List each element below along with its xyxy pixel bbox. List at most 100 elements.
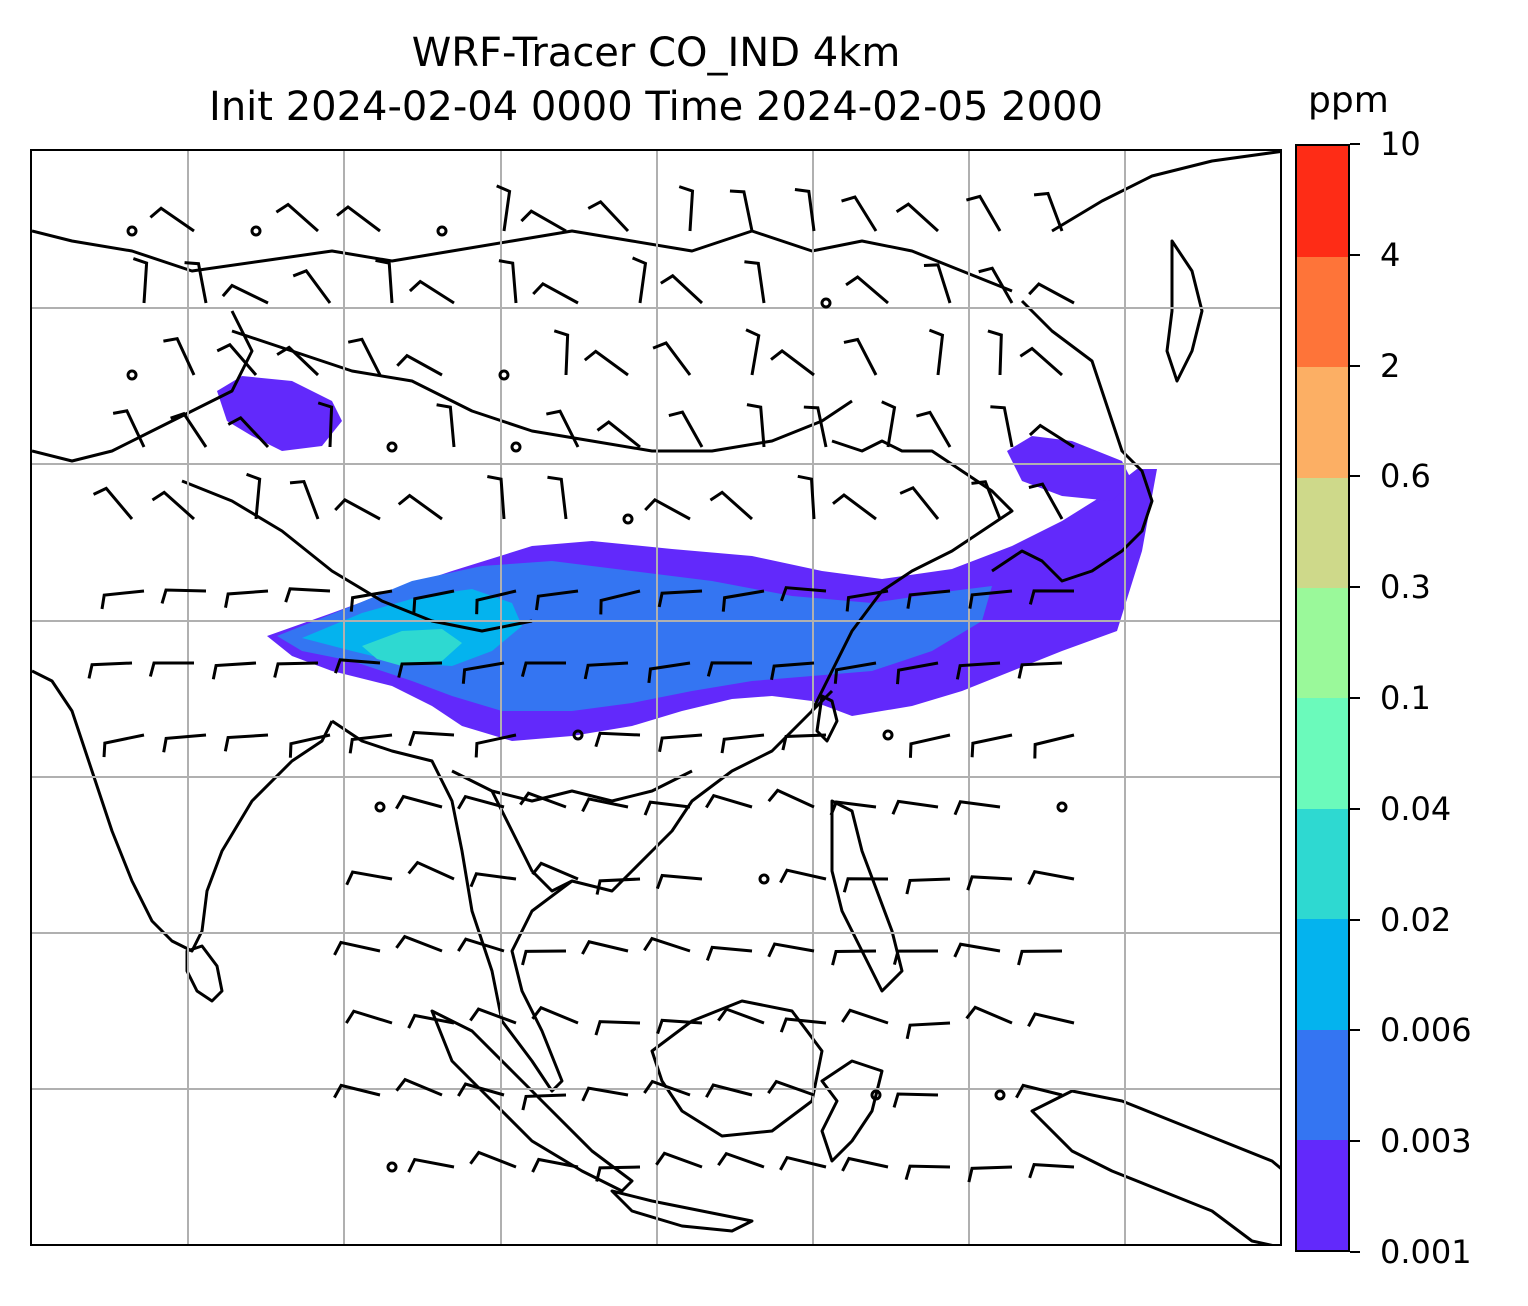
wind-barb — [216, 342, 258, 376]
wind-barb — [457, 794, 505, 810]
wind-barb — [132, 257, 149, 304]
calm-marker — [386, 1161, 398, 1173]
wind-barb — [336, 205, 381, 233]
wind-barb — [744, 260, 766, 304]
wind-barb — [965, 194, 1002, 232]
wind-barb — [643, 1079, 691, 1097]
calm-marker — [572, 729, 584, 741]
wind-barb — [881, 400, 897, 448]
coastline-philippines — [830, 799, 904, 993]
wind-barb — [770, 349, 815, 377]
calm-marker — [250, 225, 262, 237]
coastline-taiwan — [815, 694, 839, 743]
wind-barb — [375, 258, 394, 304]
wind-barb — [223, 733, 269, 752]
wind-barb — [532, 281, 579, 305]
wind-barb — [395, 1077, 443, 1097]
wind-barb — [797, 474, 816, 520]
wind-barb — [709, 490, 753, 521]
wind-barb — [779, 586, 827, 602]
wind-barb — [587, 199, 630, 233]
wind-barb — [1015, 1083, 1063, 1099]
calm-marker — [622, 513, 634, 525]
colorbar-tick-label: 2 — [1380, 346, 1401, 385]
wind-barb — [990, 405, 1014, 448]
colorbar-tick — [1350, 475, 1360, 478]
coastlines — [32, 151, 1280, 1244]
wind-barb — [469, 872, 517, 888]
wind-barb — [498, 259, 518, 304]
wind-barb — [317, 401, 334, 448]
wind-barb — [581, 797, 629, 813]
gridlines — [32, 151, 1280, 1244]
colorbar-segment — [1297, 918, 1348, 1030]
wind-barb — [211, 661, 257, 680]
colorbar-tick — [1350, 1251, 1360, 1253]
colorbar-tick — [1350, 253, 1360, 256]
calm-marker — [1056, 801, 1068, 813]
wind-barb — [767, 942, 815, 958]
wind-barb — [395, 794, 443, 810]
coastline-new-guinea — [1030, 1089, 1280, 1244]
wind-barb — [705, 793, 753, 809]
wind-barb — [407, 860, 455, 881]
wind-barb — [892, 949, 939, 966]
wind-barb — [845, 589, 889, 612]
wind-barb — [292, 268, 332, 304]
wind-barb — [1028, 423, 1075, 449]
wind-barb — [227, 415, 270, 449]
calm-marker — [820, 297, 832, 309]
wind-barb — [705, 1083, 753, 1098]
wind-barb — [779, 1155, 827, 1171]
wind-barb — [779, 868, 827, 884]
wind-barb — [461, 661, 505, 684]
map-panel — [30, 149, 1282, 1246]
wind-barb — [521, 949, 567, 966]
wind-barb — [531, 1157, 579, 1173]
wind-barb — [908, 733, 951, 758]
wind-barb — [520, 209, 567, 233]
wind-barb — [397, 493, 443, 521]
wind-barbs — [87, 184, 1075, 1183]
wind-barb — [967, 1165, 1013, 1183]
wind-barb — [148, 661, 195, 677]
wind-barb — [184, 261, 208, 304]
wind-barb — [276, 345, 320, 377]
wind-barb — [535, 589, 579, 611]
wind-barb — [829, 800, 877, 816]
wind-barb — [968, 589, 1013, 609]
colorbar-tick-label: 0.003 — [1380, 1122, 1472, 1161]
wind-barb — [1028, 1163, 1075, 1179]
wind-barb — [531, 1005, 579, 1025]
wind-barb — [151, 490, 195, 521]
wind-barb — [396, 353, 443, 377]
wind-barb — [475, 589, 517, 615]
wind-barb — [221, 283, 269, 305]
wind-barb — [655, 873, 703, 890]
colorbar-tick — [1350, 1029, 1360, 1032]
wind-barb — [767, 788, 815, 809]
calm-marker — [126, 225, 138, 237]
calm-marker — [758, 873, 770, 885]
wind-barb — [895, 202, 940, 233]
coastline-russia-north — [32, 229, 1013, 293]
calm-marker — [386, 441, 398, 453]
colorbar-segment — [1297, 1029, 1348, 1141]
wind-barb — [92, 486, 134, 520]
wind-barb — [904, 1164, 951, 1181]
wind-barb — [833, 661, 877, 684]
wind-barb — [345, 1009, 393, 1025]
coastline-indochina — [331, 689, 834, 1093]
wind-barb — [397, 661, 443, 678]
wind-barb — [916, 410, 952, 448]
border-china-mongolia — [231, 329, 853, 453]
colorbar-tick-label: 0.001 — [1380, 1233, 1472, 1271]
wind-barb — [246, 472, 262, 520]
chart-title: WRF-Tracer CO_IND 4km — [411, 30, 901, 76]
colorbar-tick — [1350, 697, 1360, 699]
colorbar-tick-label: 0.02 — [1380, 900, 1452, 939]
colorbar-unit-label: ppm — [1308, 80, 1389, 121]
colorbar-tick — [1350, 364, 1360, 367]
colorbar-tick-label: 4 — [1380, 235, 1401, 274]
wind-barb — [469, 1007, 517, 1025]
